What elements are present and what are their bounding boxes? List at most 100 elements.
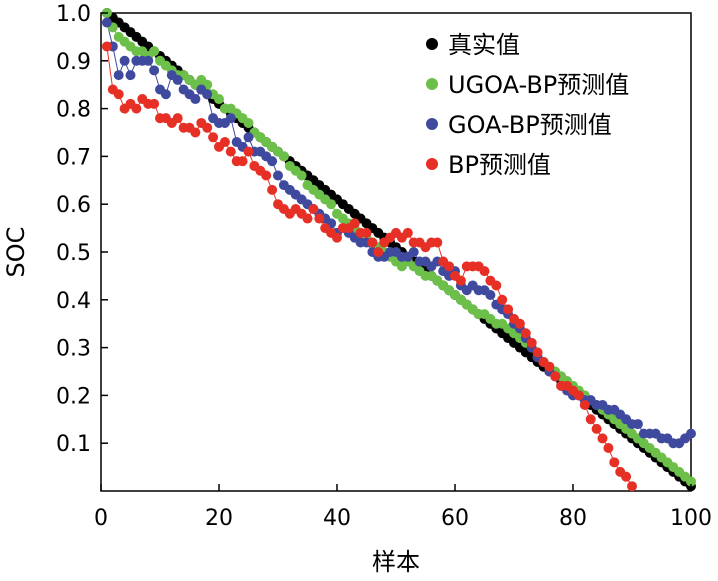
y-tick-label: 0.5 xyxy=(56,241,91,266)
data-point-series-3 xyxy=(497,294,508,305)
data-point-series-3 xyxy=(332,232,342,243)
data-point-series-3 xyxy=(621,471,632,482)
y-tick-label: 0.7 xyxy=(56,145,91,170)
legend-marker-1 xyxy=(426,78,438,90)
data-point-series-2 xyxy=(190,94,201,105)
data-point-series-3 xyxy=(367,237,378,248)
x-tick-label: 60 xyxy=(441,506,469,531)
data-point-series-3 xyxy=(573,390,584,401)
x-tick-label: 100 xyxy=(670,506,712,531)
data-point-series-3 xyxy=(190,127,201,138)
legend-label-1: UGOA-BP预测值 xyxy=(448,71,629,99)
data-point-series-2 xyxy=(160,89,171,100)
data-point-series-3 xyxy=(373,247,384,257)
data-point-series-2 xyxy=(243,132,254,143)
x-tick-label: 80 xyxy=(559,506,587,531)
y-axis-title: SOC xyxy=(2,227,30,278)
data-point-series-1 xyxy=(686,476,696,487)
x-tick-label: 40 xyxy=(323,506,351,531)
x-tick-label: 0 xyxy=(94,506,108,531)
data-point-series-3 xyxy=(225,146,236,157)
data-point-series-3 xyxy=(585,414,596,425)
y-tick-label: 0.4 xyxy=(56,289,91,314)
data-point-series-3 xyxy=(243,146,254,157)
data-point-series-3 xyxy=(550,371,561,382)
data-point-series-3 xyxy=(302,213,313,224)
data-point-series-3 xyxy=(208,132,219,143)
data-point-series-3 xyxy=(503,304,514,315)
legend-marker-3 xyxy=(426,158,438,170)
data-point-series-2 xyxy=(686,428,696,439)
y-tick-label: 0.9 xyxy=(56,50,91,75)
series-points-3 xyxy=(101,41,637,492)
data-point-series-3 xyxy=(172,113,183,124)
data-point-series-2 xyxy=(202,89,213,100)
data-point-series-2 xyxy=(225,113,236,124)
axis-ticks-layer: 0 20 40 60 80 100 0.1 0.2 0.3 0.4 0.5 0.6 0.7 0.8 0.9 1… xyxy=(56,2,712,531)
y-tick-label: 0.3 xyxy=(56,337,91,362)
data-point-series-3 xyxy=(267,184,278,195)
data-point-series-3 xyxy=(361,227,372,238)
data-point-series-3 xyxy=(101,41,112,52)
legend-label-2: GOA-BP预测值 xyxy=(448,111,612,139)
data-point-series-3 xyxy=(455,275,466,286)
data-point-series-3 xyxy=(308,203,319,214)
data-point-series-3 xyxy=(532,347,543,358)
data-point-series-1 xyxy=(243,117,254,128)
data-point-series-3 xyxy=(432,237,443,248)
data-point-series-1 xyxy=(326,199,337,210)
legend-label-0: 真实值 xyxy=(448,31,520,59)
legend-marker-2 xyxy=(426,118,438,130)
y-tick-label: 0.6 xyxy=(56,193,91,218)
data-point-series-3 xyxy=(113,89,124,100)
y-tick-label: 0.1 xyxy=(56,432,91,457)
data-point-series-3 xyxy=(444,261,455,272)
data-point-series-3 xyxy=(402,227,413,238)
data-point-series-3 xyxy=(349,218,360,229)
data-point-series-2 xyxy=(632,419,643,430)
data-point-series-3 xyxy=(627,481,637,492)
data-point-series-2 xyxy=(273,170,283,181)
data-point-series-1 xyxy=(149,46,160,57)
legend: 真实值 UGOA-BP预测值 GOA-BP预测值 BP预测值 xyxy=(426,31,629,179)
legend-marker-0 xyxy=(426,38,438,50)
data-point-series-3 xyxy=(544,361,555,372)
data-point-series-2 xyxy=(408,247,419,257)
data-point-series-3 xyxy=(597,433,608,444)
data-point-series-3 xyxy=(514,318,525,329)
data-point-series-1 xyxy=(214,94,224,105)
data-point-series-2 xyxy=(485,290,496,301)
data-point-series-3 xyxy=(603,442,614,453)
data-point-series-3 xyxy=(526,337,537,348)
data-point-series-3 xyxy=(202,122,213,133)
data-point-series-3 xyxy=(591,423,602,434)
data-point-series-3 xyxy=(491,280,502,291)
data-point-series-3 xyxy=(237,156,248,167)
data-point-series-2 xyxy=(125,70,136,81)
legend-label-3: BP预测值 xyxy=(448,151,551,179)
data-point-series-2 xyxy=(172,74,183,85)
data-point-series-3 xyxy=(149,98,160,109)
x-tick-label: 20 xyxy=(205,506,233,531)
data-point-series-3 xyxy=(479,266,490,277)
data-point-series-3 xyxy=(520,328,531,339)
data-point-series-3 xyxy=(609,457,620,468)
data-point-series-2 xyxy=(149,65,160,76)
y-tick-label: 0.8 xyxy=(56,98,91,123)
y-tick-label: 0.2 xyxy=(56,384,91,409)
data-point-series-3 xyxy=(579,399,590,410)
data-point-series-3 xyxy=(131,103,142,114)
data-point-series-3 xyxy=(219,137,230,148)
x-axis-title: 样本 xyxy=(372,548,420,576)
series-points-layer xyxy=(101,8,696,492)
data-point-series-2 xyxy=(143,55,154,66)
data-point-series-3 xyxy=(261,170,272,181)
data-point-series-2 xyxy=(113,70,124,81)
data-point-series-1 xyxy=(278,151,289,162)
data-point-series-3 xyxy=(314,213,325,224)
y-tick-label: 1.0 xyxy=(56,2,91,27)
data-point-series-1 xyxy=(296,170,307,181)
data-point-series-2 xyxy=(101,17,112,28)
